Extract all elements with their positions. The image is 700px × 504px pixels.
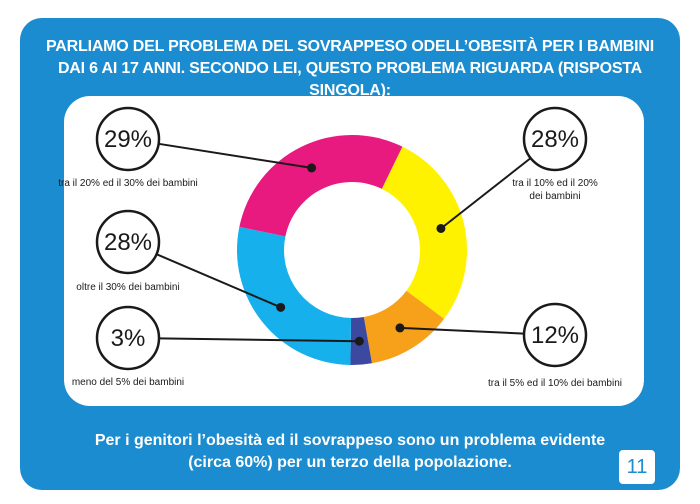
data-label: 3% — [111, 325, 146, 352]
category-label: tra il 5% ed il 10% dei bambini — [488, 378, 622, 389]
footer-line-1: Per i genitori l’obesità ed il sovrappes… — [94, 432, 606, 449]
leader-line — [399, 326, 525, 335]
data-label: 29% — [104, 126, 152, 153]
value-circle — [95, 106, 161, 172]
title-line-2: DAI 6 AI 17 ANNI. SECONDO LEI, QUESTO PR… — [57, 60, 643, 99]
leader-dot — [436, 223, 446, 233]
leader-line — [158, 337, 360, 343]
leader-line — [440, 157, 532, 230]
category-label: oltre il 30% dei bambini — [76, 282, 179, 293]
donut-slice — [239, 134, 403, 237]
category-label: dei bambini — [529, 191, 580, 202]
leader-dot — [354, 336, 364, 346]
footer-note: Per i genitori l’obesità ed il sovrappes… — [40, 430, 660, 474]
value-circle — [95, 209, 161, 275]
donut-slices — [237, 134, 467, 366]
category-label: tra il 20% ed il 30% dei bambini — [58, 178, 198, 189]
value-circle — [522, 106, 588, 172]
leader-line — [156, 253, 282, 309]
leader-dot — [307, 163, 317, 173]
leader-line — [158, 142, 312, 169]
donut-slice — [381, 146, 467, 319]
data-label: 12% — [531, 322, 579, 349]
page-number: 11 — [617, 448, 657, 486]
callouts: 28% tra il 10% ed il 20% dei bambini 12% tra… — [58, 106, 622, 389]
title-line-1: PARLIAMO DEL PROBLEMA DEL SOVRAPPESO ODE… — [46, 38, 654, 55]
category-label: tra il 10% ed il 20% — [512, 178, 598, 189]
value-circle — [95, 305, 161, 371]
value-circle — [522, 302, 588, 368]
leader-dot — [395, 323, 405, 333]
donut-slice — [237, 226, 352, 365]
chart-title: PARLIAMO DEL PROBLEMA DEL SOVRAPPESO ODE… — [40, 36, 660, 102]
footer-line-2: (circa 60%) per un terzo della popolazio… — [188, 454, 512, 471]
category-label: meno del 5% dei bambini — [72, 377, 184, 388]
data-label: 28% — [104, 229, 152, 256]
leader-dot — [276, 302, 286, 312]
data-label: 28% — [531, 126, 579, 153]
